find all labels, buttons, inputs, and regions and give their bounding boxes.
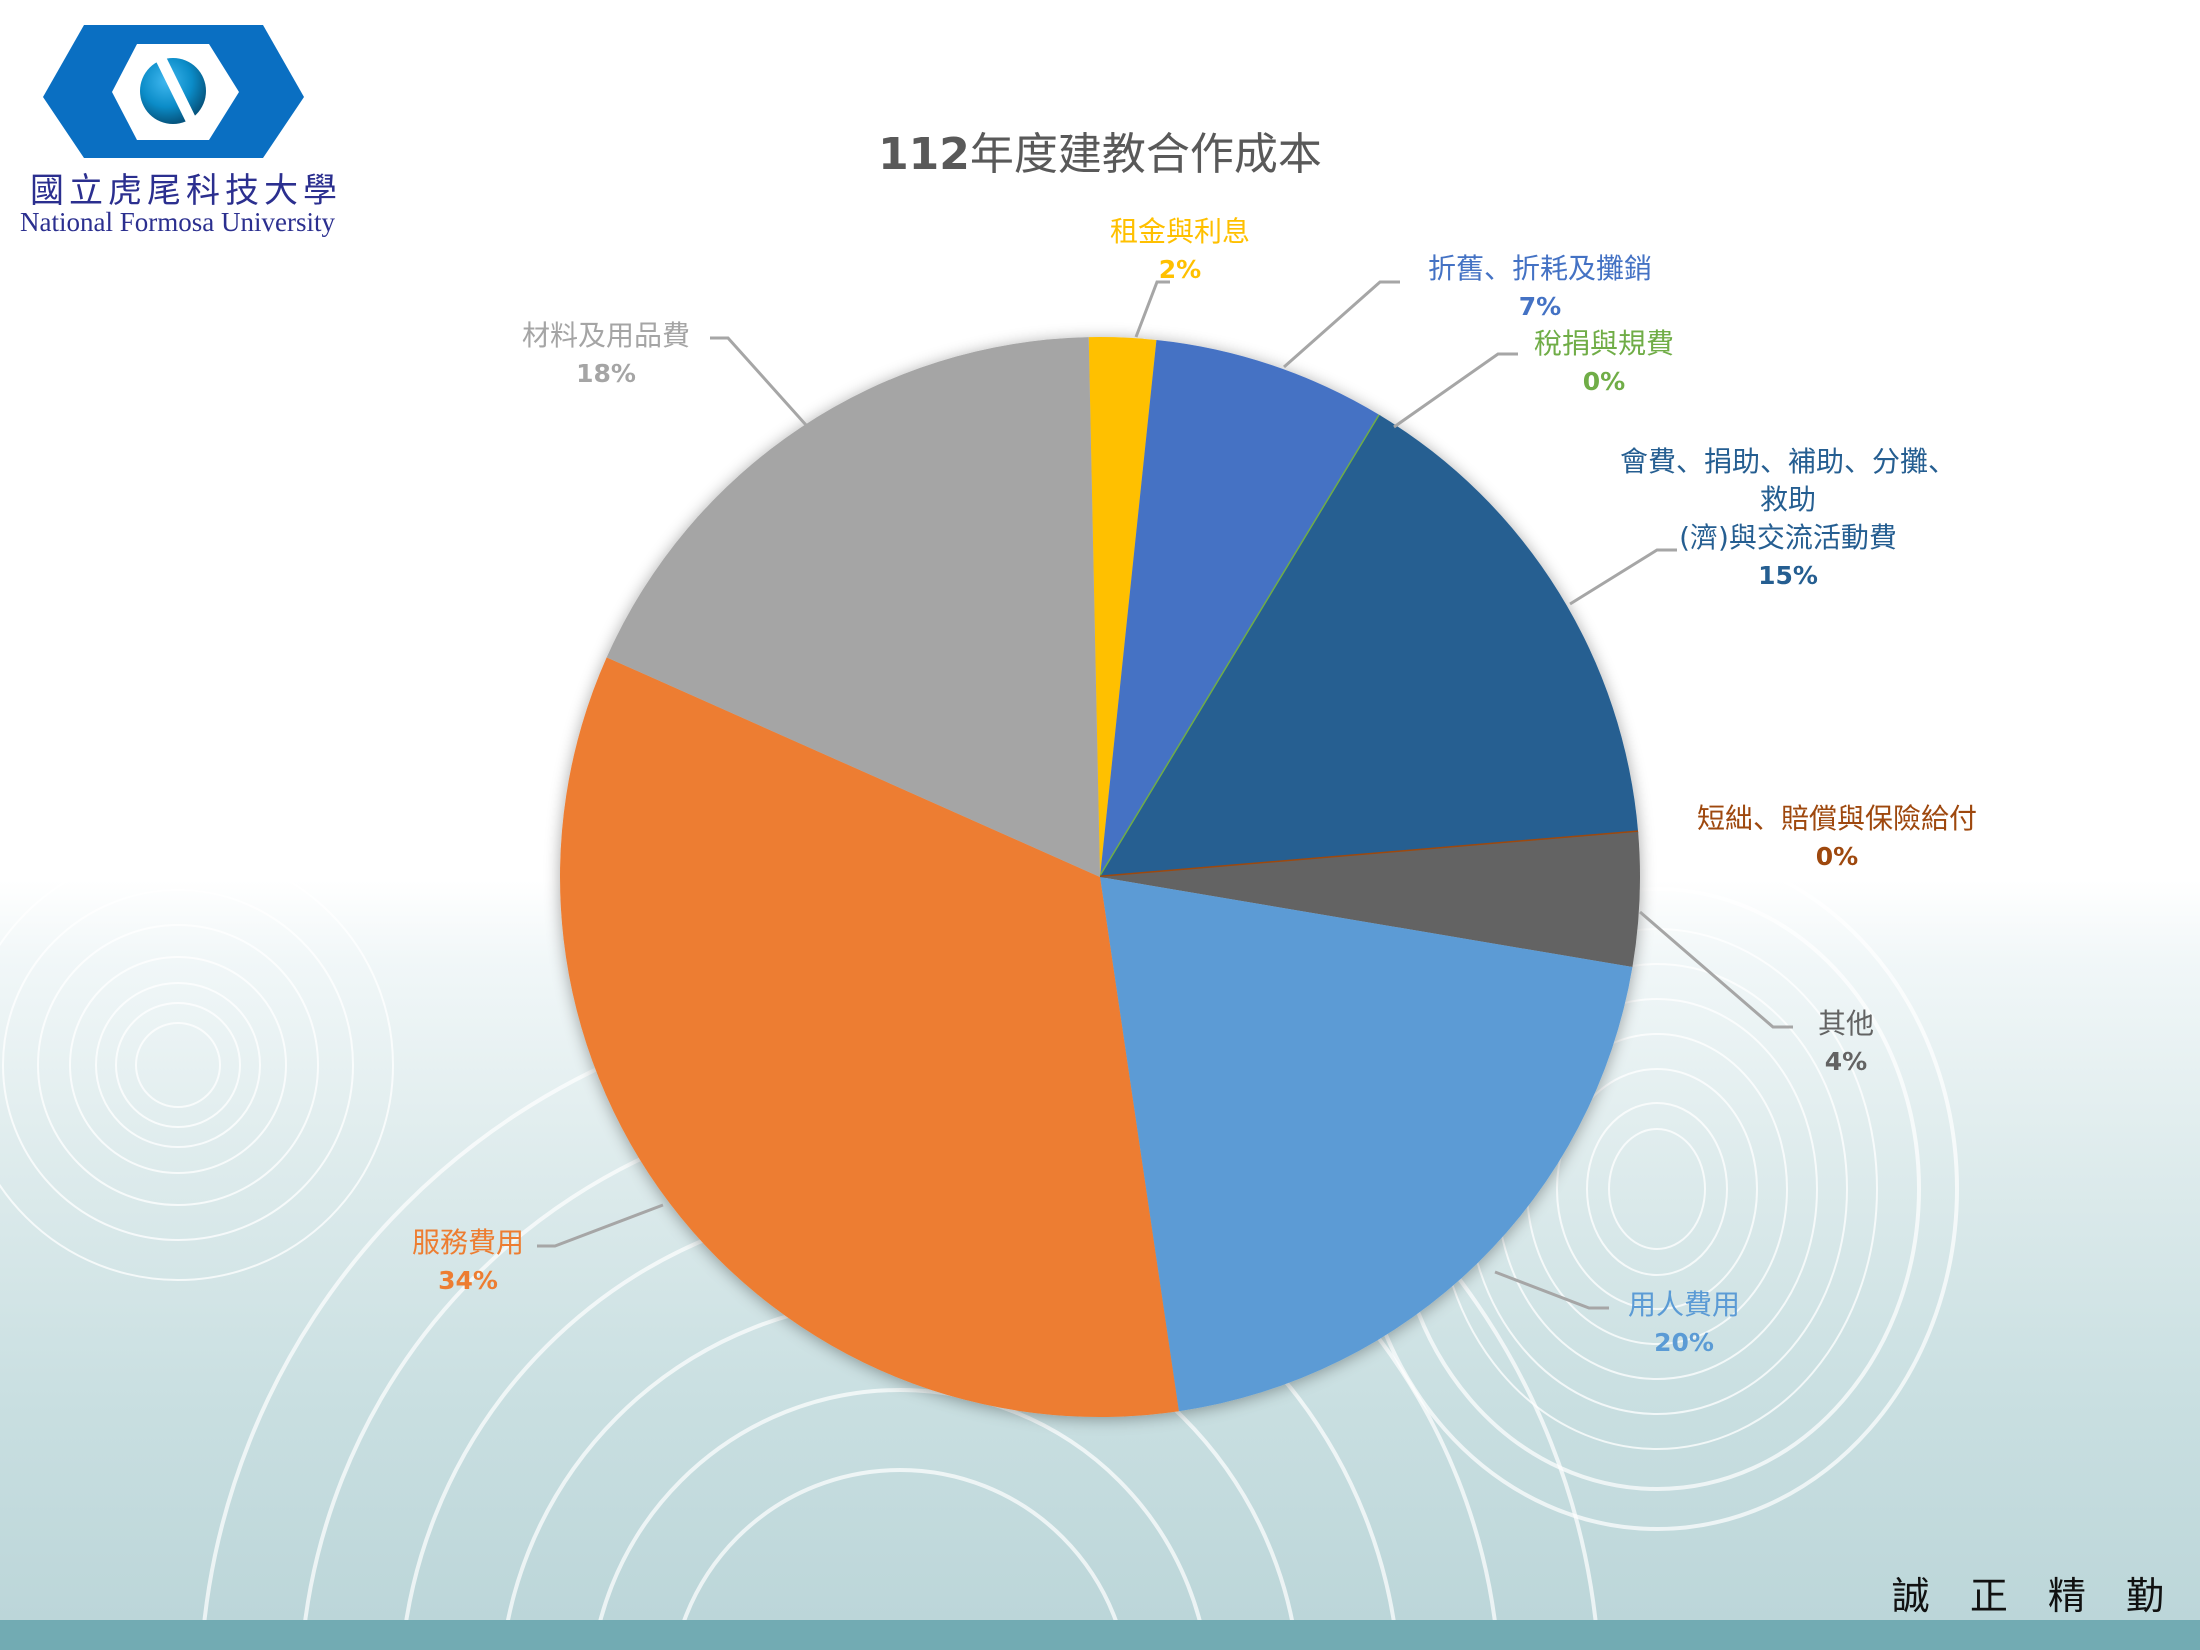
label-percent: 34% xyxy=(438,1266,498,1295)
label-name: 其他 xyxy=(1818,1007,1875,1040)
label-name-line-1: 會費、捐助、補助、分攤、 xyxy=(1620,445,1957,478)
label-percent: 2% xyxy=(1158,255,1202,284)
pie-slice xyxy=(1100,415,1639,877)
label-percent: 0% xyxy=(1815,842,1859,871)
footer-band xyxy=(0,1620,2200,1650)
label-name: 用人費用 xyxy=(1628,1288,1741,1321)
chart-title: 112年度建教合作成本 xyxy=(0,118,2200,182)
label-percent: 4% xyxy=(1824,1047,1868,1076)
pie-slice xyxy=(1100,877,1633,1412)
data-label-shortage-insurance: 短絀、賠償與保險給付 0% xyxy=(1697,800,1977,876)
pie-slice xyxy=(1088,337,1157,877)
label-name: 稅捐與規費 xyxy=(1534,327,1675,360)
university-logo xyxy=(18,18,348,248)
label-name: 折舊、折耗及攤銷 xyxy=(1428,252,1653,285)
data-label-depreciation: 折舊、折耗及攤銷 7% xyxy=(1428,250,1652,326)
data-label-materials: 材料及用品費 18% xyxy=(522,317,690,393)
label-percent: 15% xyxy=(1758,561,1818,590)
pie-slice xyxy=(1100,339,1380,877)
label-name-line-3: (濟)與交流活動費 xyxy=(1679,521,1897,554)
label-name-line-2: 救助 xyxy=(1760,483,1817,516)
data-label-services: 服務費用 34% xyxy=(412,1224,524,1300)
pie-slice xyxy=(1100,831,1641,968)
label-name: 短絀、賠償與保險給付 xyxy=(1697,802,1978,835)
pie-chart xyxy=(559,337,1641,1417)
data-label-membership-donations: 會費、捐助、補助、分攤、 救助 (濟)與交流活動費 15% xyxy=(1620,443,1956,595)
hexagon-logo-icon xyxy=(43,25,304,158)
label-percent: 0% xyxy=(1582,367,1626,396)
label-percent: 7% xyxy=(1518,292,1562,321)
university-name-en: National Formosa University xyxy=(20,207,335,237)
data-label-other: 其他 4% xyxy=(1818,1005,1874,1081)
label-name: 服務費用 xyxy=(412,1226,525,1259)
title-text: 年度建教合作成本 xyxy=(969,129,1322,180)
data-label-rent-interest: 租金與利息 2% xyxy=(1110,213,1250,289)
motto: 誠 正 精 勤 xyxy=(1891,1574,2178,1618)
label-name: 材料及用品費 xyxy=(522,319,691,352)
data-label-taxes-fees: 稅捐與規費 0% xyxy=(1534,325,1674,401)
label-percent: 18% xyxy=(576,359,636,388)
pie-slice xyxy=(559,657,1179,1417)
title-year: 112 xyxy=(878,129,970,180)
label-percent: 20% xyxy=(1654,1328,1714,1357)
university-name-cn: 國立虎尾科技大學 xyxy=(30,171,342,211)
pie-slice xyxy=(606,337,1100,878)
data-label-personnel: 用人費用 20% xyxy=(1628,1286,1740,1362)
label-name: 租金與利息 xyxy=(1110,215,1251,248)
